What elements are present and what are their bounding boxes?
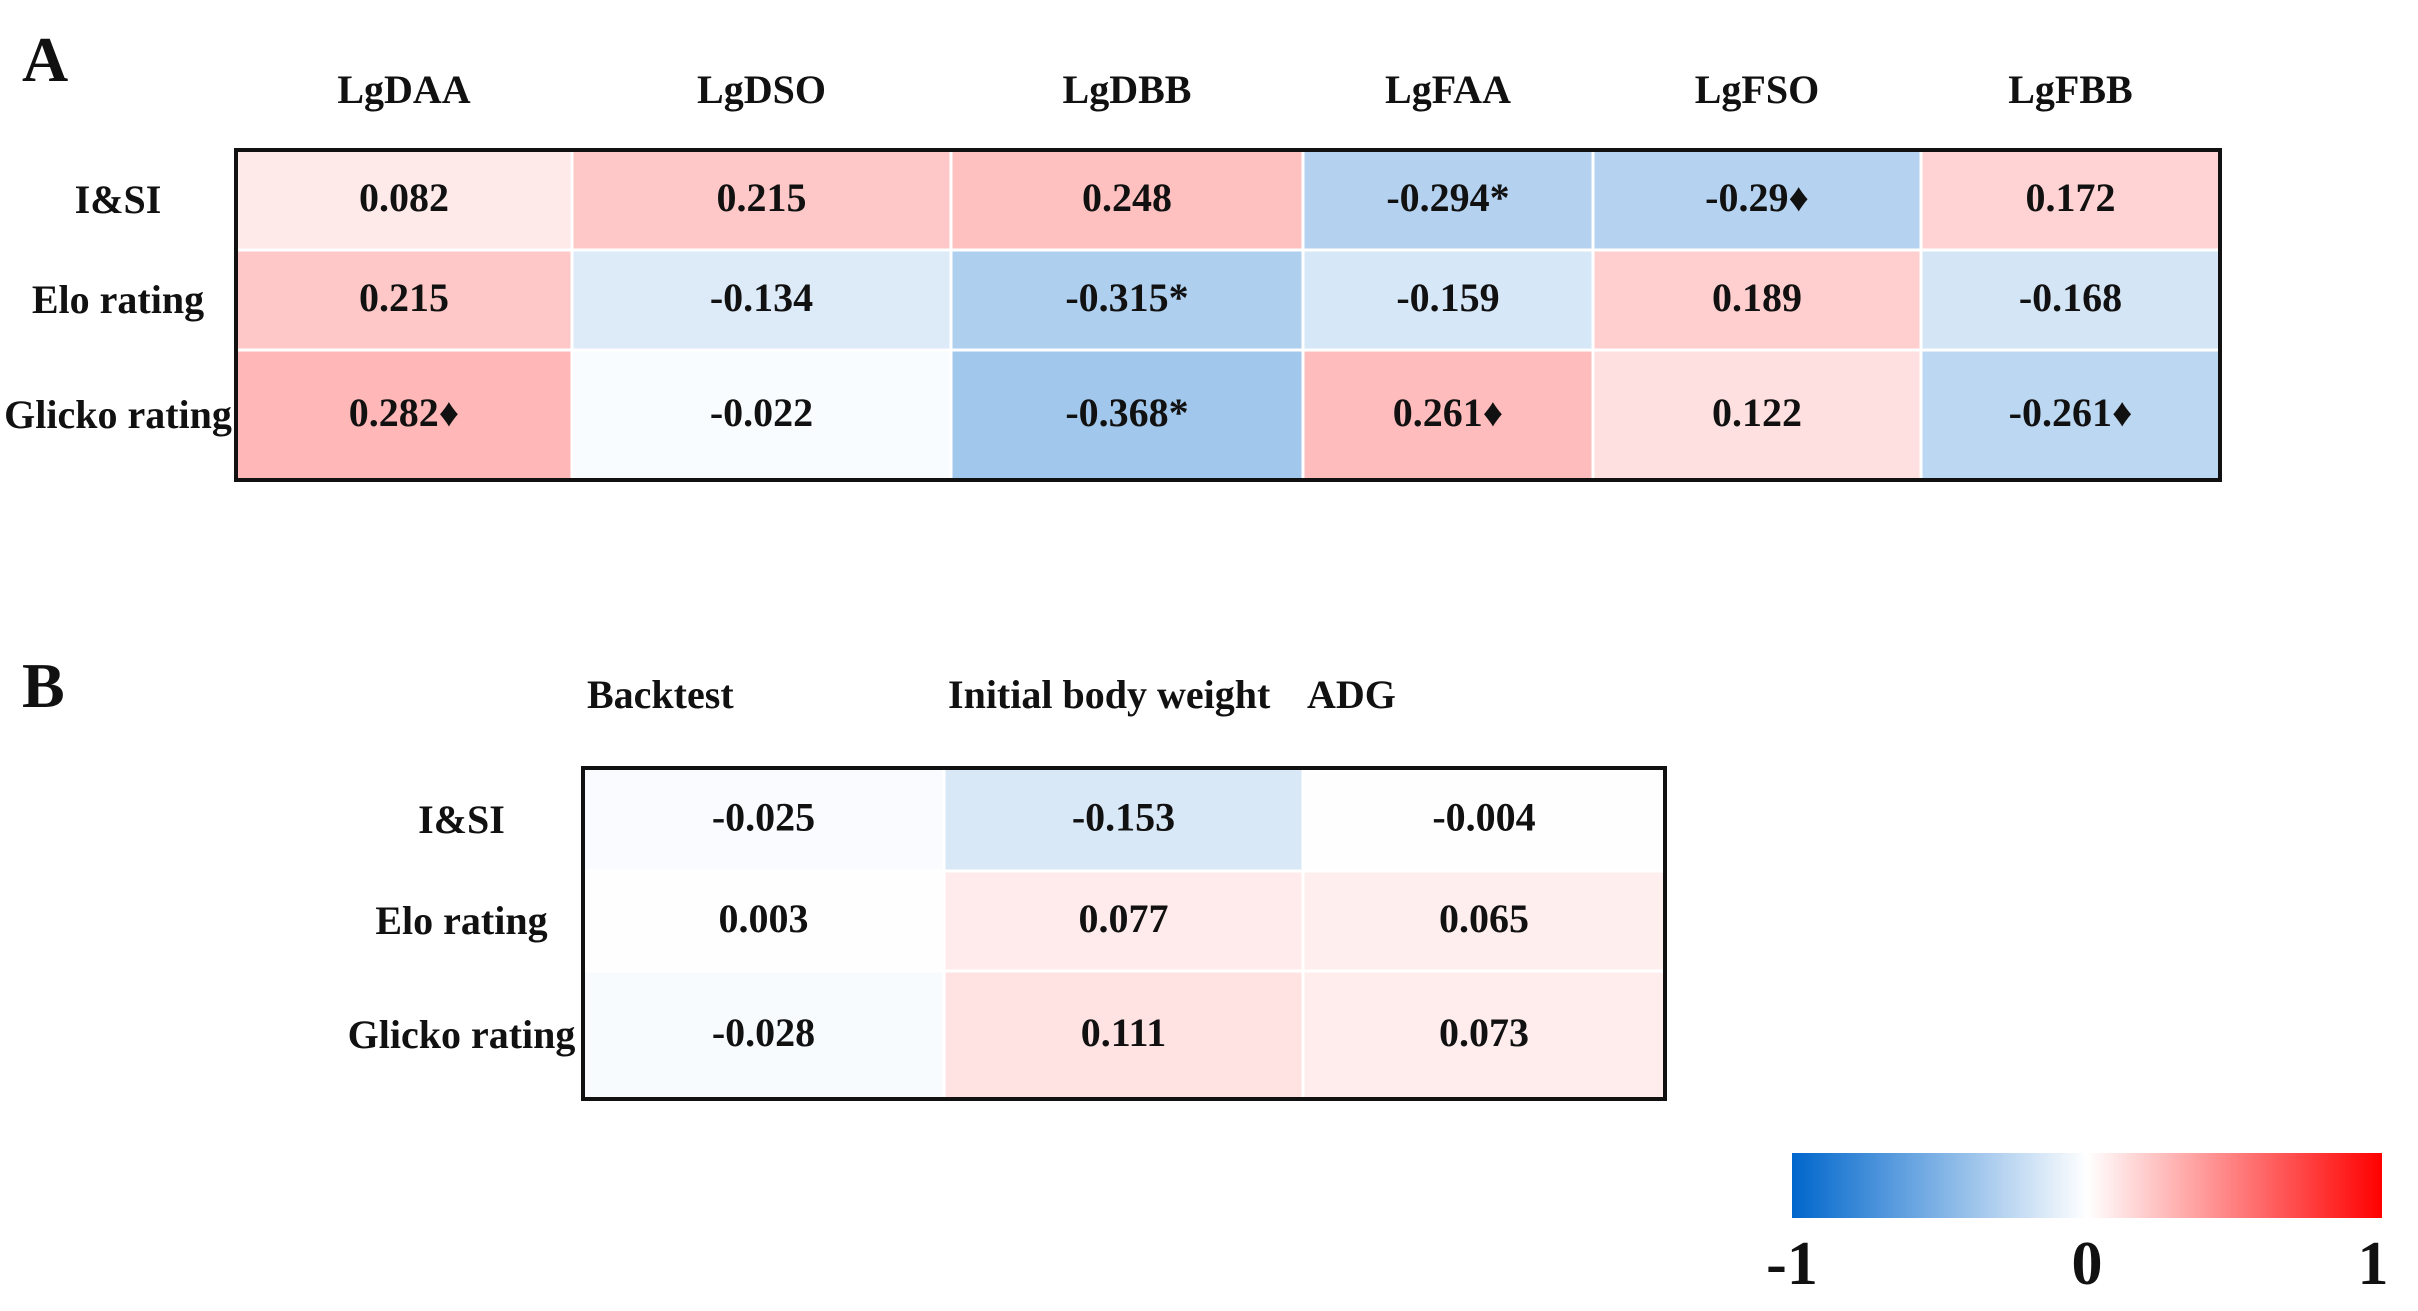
cell-value: 0.172 xyxy=(2026,175,2116,220)
cell-value: -0.025 xyxy=(712,795,815,840)
heatmap-cell xyxy=(234,348,574,482)
cell-value: -0.004 xyxy=(1432,795,1535,840)
column-header: Initial body weight xyxy=(948,672,1271,717)
cell-value: 0.215 xyxy=(717,175,807,220)
cell-value: 0.003 xyxy=(719,896,809,941)
cell-value: 0.189 xyxy=(1712,275,1802,320)
cell-value: -0.29♦ xyxy=(1705,175,1809,220)
heatmap-cell xyxy=(942,869,1305,973)
cell-value: 0.248 xyxy=(1082,175,1172,220)
cell-value: 0.261♦ xyxy=(1393,390,1503,435)
cell-value: -0.168 xyxy=(2019,275,2122,320)
heatmap-cell xyxy=(942,969,1305,1101)
heatmap-cell xyxy=(949,248,1305,352)
cell-value: -0.022 xyxy=(710,390,813,435)
colorbar-tick-label: -1 xyxy=(1766,1230,1818,1299)
heatmap-cell xyxy=(1301,969,1667,1101)
cell-value: 0.073 xyxy=(1439,1010,1529,1055)
heatmap-cell xyxy=(570,248,953,352)
column-header: ADG xyxy=(1307,672,1396,717)
column-header: LgDAA xyxy=(337,67,471,112)
cell-value: 0.082 xyxy=(359,175,449,220)
table-border xyxy=(581,766,1667,1101)
colorbar xyxy=(1792,1153,2382,1218)
panel-label: B xyxy=(22,650,65,721)
heatmap-cell xyxy=(949,348,1305,482)
cell-value: -0.028 xyxy=(712,1010,815,1055)
heatmap-cell xyxy=(1919,348,2222,482)
column-header: LgFBB xyxy=(2008,67,2133,112)
cell-value: -0.159 xyxy=(1396,275,1499,320)
cell-value: 0.065 xyxy=(1439,896,1529,941)
cell-value: 0.111 xyxy=(1081,1010,1167,1055)
heatmap-cell xyxy=(1301,766,1667,873)
cell-value: -0.315* xyxy=(1065,275,1188,320)
row-label: Elo rating xyxy=(31,277,205,322)
column-header: LgFAA xyxy=(1385,67,1511,112)
cell-value: -0.153 xyxy=(1072,795,1175,840)
cell-value: -0.368* xyxy=(1065,390,1188,435)
column-header: LgDBB xyxy=(1062,67,1192,112)
row-label: I&SI xyxy=(74,177,162,222)
cell-value: -0.294* xyxy=(1386,175,1509,220)
cell-value: -0.134 xyxy=(710,275,813,320)
cell-value: 0.122 xyxy=(1712,390,1802,435)
heatmap-cell xyxy=(942,766,1305,873)
row-label: Glicko rating xyxy=(347,1012,576,1057)
column-header: LgFSO xyxy=(1694,67,1820,112)
panel-label: A xyxy=(22,24,69,95)
heatmap-cell xyxy=(570,348,953,482)
cell-value: -0.261♦ xyxy=(2009,390,2133,435)
row-label: I&SI xyxy=(418,796,505,842)
colorbar-tick-label: 0 xyxy=(2071,1230,2103,1299)
cell-value: 0.282♦ xyxy=(349,390,459,435)
cell-value: 0.215 xyxy=(359,275,449,320)
heatmap-cell xyxy=(581,969,946,1101)
row-label: Elo rating xyxy=(375,898,548,943)
colorbar-tick-label: 1 xyxy=(2357,1230,2389,1299)
column-header: LgDSO xyxy=(697,67,826,112)
cell-value: 0.077 xyxy=(1079,896,1169,941)
heatmap-cell xyxy=(1591,348,1923,482)
heatmap-cell xyxy=(234,148,574,252)
table-border xyxy=(234,148,2222,482)
column-header: Backtest xyxy=(587,672,734,717)
row-label: Glicko rating xyxy=(4,392,232,437)
